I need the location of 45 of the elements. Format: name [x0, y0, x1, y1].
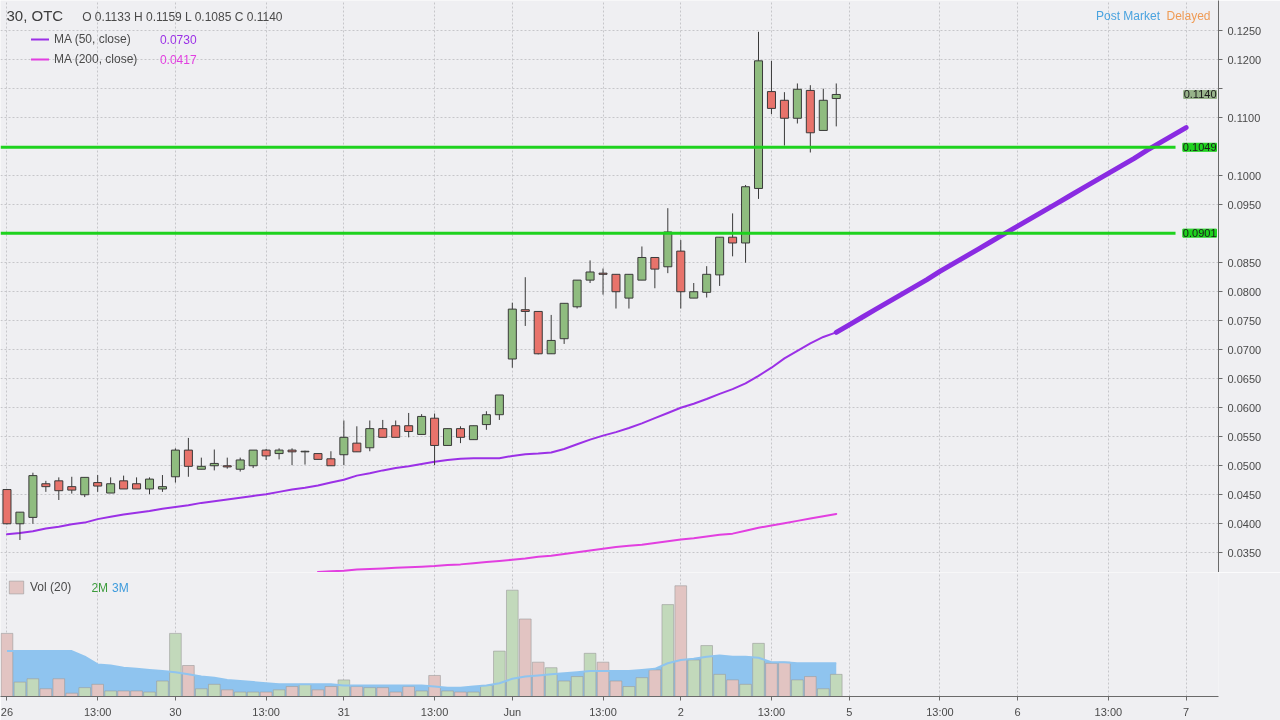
legend-label: Vol (20): [30, 579, 72, 595]
x-tick-label: 13:00: [420, 705, 449, 718]
annotation: 3M: [112, 580, 129, 595]
chart-title: 30, OTC: [6, 6, 64, 24]
ref-line-label: 0.1049: [1182, 141, 1217, 154]
annotation: Delayed: [1166, 8, 1211, 23]
annotation: Post Market: [1095, 8, 1161, 23]
y-tick-label: 0.0550: [1227, 430, 1262, 443]
x-tick-label: 26: [0, 705, 14, 718]
annotation: 2M: [91, 580, 109, 595]
y-tick-label: 0.0650: [1227, 372, 1262, 385]
y-tick-label: 0.0800: [1227, 285, 1262, 298]
ref-line-label: 0.0901: [1182, 227, 1217, 240]
x-tick-label: 13:00: [252, 705, 280, 718]
y-tick-label: 0.0850: [1227, 256, 1262, 269]
y-tick-label: 0.0350: [1227, 546, 1262, 559]
y-tick-label: 0.0700: [1227, 343, 1262, 356]
y-tick-label: 0.0500: [1227, 459, 1262, 472]
y-tick-label: 0.1000: [1227, 169, 1262, 182]
y-tick-label: 0.0450: [1227, 488, 1262, 501]
y-tick-label: 0.0400: [1227, 517, 1262, 530]
x-tick-label: 13:00: [589, 705, 617, 718]
x-tick-label: 31: [337, 705, 350, 718]
x-tick-label: 6: [1014, 705, 1021, 718]
y-tick-label: 0.1250: [1227, 24, 1262, 37]
annotation: 0.1140: [1183, 88, 1217, 101]
y-tick-label: 0.0950: [1227, 198, 1262, 211]
x-tick-label: 13:00: [757, 705, 786, 718]
x-tick-label: 30: [169, 705, 182, 718]
annotation: 0.0417: [159, 53, 197, 67]
x-tick-label: 5: [846, 705, 853, 718]
y-tick-label: 0.1200: [1227, 53, 1262, 66]
x-tick-label: 13:00: [83, 705, 112, 718]
x-tick-label: 13:00: [1094, 705, 1123, 718]
legend-label: MA (200, close): [54, 51, 138, 67]
x-tick-label: 2: [677, 705, 684, 718]
x-tick-label: Jun: [503, 705, 522, 718]
y-tick-label: 0.0600: [1227, 401, 1262, 414]
y-tick-label: 0.1100: [1227, 111, 1261, 124]
y-tick-label: 0.0750: [1227, 314, 1262, 327]
legend-label: MA (50, close): [54, 31, 131, 47]
x-tick-label: 7: [1183, 705, 1190, 718]
annotation: O 0.1133 H 0.1159 L 0.1085 C 0.1140: [82, 9, 283, 24]
annotation: 0.0730: [159, 33, 197, 47]
x-tick-label: 13:00: [926, 705, 954, 718]
